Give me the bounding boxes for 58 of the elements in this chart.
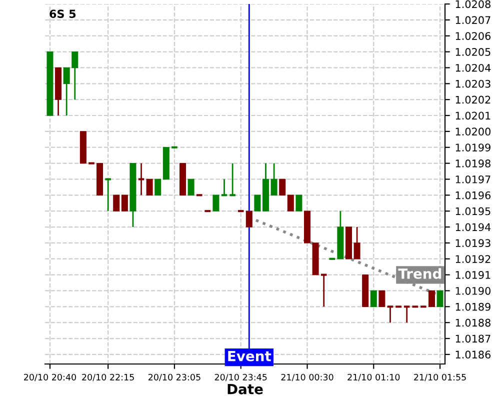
- candlestick: [436, 290, 444, 308]
- candlestick: [188, 178, 194, 196]
- candlestick: [154, 178, 162, 196]
- candlestick: [370, 290, 377, 308]
- y-tick-label: 1.0189: [456, 302, 490, 311]
- y-tick-label: 1.0205: [456, 48, 490, 56]
- candlestick: [104, 178, 112, 212]
- candlestick: [254, 194, 261, 212]
- x-tick-label: 20/10 23:05: [148, 374, 200, 382]
- x-tick-label: 20/10 22:15: [82, 374, 134, 382]
- candlestick: [270, 162, 278, 196]
- chart-title: 6S 5: [50, 10, 76, 18]
- x-tick-label: 21/10 01:55: [414, 374, 466, 382]
- x-axis-title: Date: [228, 384, 263, 394]
- candlestick: [121, 194, 128, 212]
- y-tick-label: 1.0194: [456, 223, 491, 232]
- x-tick-label: 21/10 01:10: [348, 374, 400, 382]
- y-tick-label: 1.0201: [456, 112, 490, 120]
- candlestick: [279, 178, 286, 196]
- x-tick-label: 20/10 23:45: [214, 374, 267, 382]
- y-tick-label: 1.0203: [456, 80, 490, 88]
- candlestick: [146, 178, 153, 196]
- candlestick: [386, 306, 394, 324]
- y-tick-label: 1.0192: [456, 255, 490, 263]
- y-tick-label: 1.0193: [456, 239, 490, 248]
- x-tick-label: 21/10 00:30: [281, 374, 334, 382]
- x-tick-label: 20/10 20:40: [24, 374, 76, 382]
- y-tick-label: 1.0207: [456, 16, 490, 24]
- y-tick-label: 1.0199: [456, 144, 490, 152]
- y-tick-label: 1.0188: [456, 318, 490, 327]
- y-tick-label: 1.0186: [456, 350, 491, 359]
- candlestick: [137, 162, 146, 196]
- y-tick-label: 1.0200: [456, 128, 490, 136]
- candlestick: [113, 194, 120, 212]
- y-tick-label: 1.0198: [456, 160, 490, 168]
- candlestick: [402, 306, 411, 324]
- y-tick-label: 1.0206: [456, 32, 491, 40]
- candlestick: [212, 194, 220, 212]
- y-tick-label: 1.0196: [456, 191, 491, 200]
- y-tick-label: 1.0187: [456, 334, 490, 343]
- annotation: Event: [228, 350, 272, 362]
- candlestick: [378, 290, 386, 308]
- y-tick-label: 1.0191: [456, 271, 490, 279]
- y-tick-label: 1.0197: [456, 175, 490, 184]
- y-tick-label: 1.0208: [456, 0, 490, 8]
- y-tick-label: 1.0204: [456, 64, 491, 72]
- candlestick: [296, 194, 302, 212]
- candlestick: [220, 178, 228, 196]
- annotation: Trend: [398, 268, 442, 279]
- candlestick: [320, 274, 328, 308]
- y-tick-label: 1.0190: [456, 286, 490, 295]
- y-tick-label: 1.0202: [456, 96, 490, 104]
- candlestick: [246, 210, 252, 228]
- y-tick-label: 1.0195: [456, 207, 490, 216]
- candlestick: [287, 194, 294, 212]
- candlestick: [228, 162, 236, 196]
- candlestick: [354, 226, 360, 260]
- candlestick: [428, 290, 435, 308]
